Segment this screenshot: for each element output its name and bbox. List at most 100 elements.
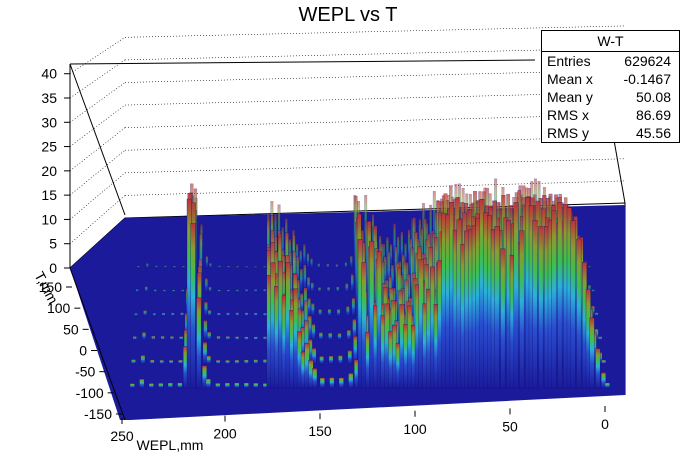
- lego-bar: [262, 359, 268, 365]
- lego-bar: [209, 262, 212, 269]
- lego-bar: [253, 336, 258, 341]
- stats-box: W-T Entries 629624 Mean x -0.1467 Mean y…: [541, 30, 680, 143]
- lego-bar: [162, 289, 167, 293]
- lego-bar: [235, 289, 240, 293]
- lego-bar: [570, 220, 576, 389]
- lego-bar: [235, 336, 240, 341]
- z-tick-label: 40: [41, 66, 57, 82]
- stats-row-mean-x: Mean x -0.1467: [542, 70, 679, 88]
- lego-bar: [345, 306, 350, 317]
- lego-bar: [161, 312, 166, 317]
- lego-bar: [318, 332, 323, 341]
- lego-bar: [310, 303, 315, 317]
- lego-bar: [154, 265, 158, 269]
- lego-bar: [202, 365, 207, 389]
- y-tick-label: -50: [75, 364, 95, 380]
- lego-bar: [253, 312, 258, 317]
- lego-bar: [151, 335, 156, 341]
- lego-bar: [203, 320, 208, 341]
- lego-bar: [306, 276, 311, 293]
- lego-bar: [318, 309, 323, 317]
- grid-line-side: [69, 37, 126, 74]
- lego-bar: [306, 252, 310, 269]
- y-tick-label: 100: [47, 300, 71, 316]
- lego-bar: [225, 359, 230, 365]
- lego-bar: [604, 382, 610, 389]
- grid-line-side: [69, 172, 126, 220]
- lego-bar: [327, 308, 332, 317]
- lego-bar: [344, 262, 348, 269]
- lego-bar: [202, 342, 208, 365]
- lego-bar: [576, 238, 582, 389]
- lego-bar: [190, 223, 196, 389]
- lego-bar: [336, 309, 341, 317]
- lego-bar: [181, 289, 185, 293]
- lego-bar: [347, 350, 353, 365]
- lego-bar: [170, 312, 175, 317]
- lego-bar: [310, 258, 313, 269]
- lego-bar: [215, 359, 221, 365]
- x-tick-label: 100: [403, 421, 427, 437]
- lego-bar: [205, 255, 209, 269]
- lego-bar: [216, 312, 221, 317]
- lego-bar: [226, 289, 230, 293]
- lego-bar: [551, 210, 557, 389]
- lego-bar: [302, 244, 306, 269]
- lego-bar: [136, 265, 140, 269]
- lego-bar: [179, 336, 184, 341]
- lego-bar: [312, 368, 318, 389]
- lego-bar: [153, 289, 157, 293]
- lego-bar: [588, 265, 591, 269]
- lego-bar: [135, 288, 139, 293]
- box-top-left-edge: [69, 63, 126, 216]
- x-tick-label: 200: [213, 426, 237, 442]
- z-tick-label: 25: [41, 139, 57, 155]
- lego-bar: [557, 202, 563, 389]
- lego-bar: [205, 378, 211, 389]
- z-tick-label: 35: [41, 90, 57, 106]
- lego-bar: [310, 282, 314, 293]
- lego-bar: [311, 348, 317, 365]
- lego-bar: [196, 297, 202, 389]
- lego-bar: [163, 265, 167, 269]
- z-tick-label: 15: [41, 187, 57, 203]
- lego-bar: [317, 263, 321, 269]
- lego-bar: [150, 359, 155, 365]
- lego-bar: [595, 348, 601, 389]
- grid-line-side: [69, 127, 126, 172]
- lego-bar: [263, 312, 267, 317]
- lego-bar: [338, 377, 344, 389]
- grid-line-side: [69, 217, 126, 269]
- grid-line-side: [69, 82, 126, 123]
- stats-label: Entries: [547, 53, 591, 69]
- lego-bar: [345, 283, 349, 293]
- lego-bar: [253, 382, 259, 389]
- lego-bar: [144, 286, 148, 293]
- lego-bar: [243, 382, 249, 389]
- lego-bar: [215, 382, 221, 389]
- grid-line-side: [69, 59, 126, 99]
- x-tick-label: 0: [601, 416, 609, 432]
- x-tick-label: 250: [110, 428, 134, 444]
- lego-bar: [351, 297, 356, 317]
- lego-bar: [346, 329, 351, 341]
- lego-bar: [350, 274, 354, 293]
- lego-bar: [348, 372, 354, 389]
- y-tick-label: -100: [76, 385, 104, 401]
- lego-bar: [244, 336, 249, 341]
- lego-bar: [328, 355, 334, 365]
- lego-bar: [143, 310, 147, 317]
- lego-bar: [141, 332, 147, 341]
- lego-bar: [326, 286, 331, 293]
- lego-bar: [317, 287, 322, 293]
- lego-bar: [262, 336, 268, 341]
- lego-bar: [329, 377, 335, 389]
- stats-label: RMS x: [547, 107, 589, 123]
- lego-bar: [169, 336, 174, 341]
- x-tick-label: 50: [502, 418, 518, 434]
- lego-bar: [145, 263, 149, 269]
- lego-bar: [234, 359, 240, 365]
- lego-bar: [160, 335, 165, 341]
- grid-line-side: [69, 150, 126, 196]
